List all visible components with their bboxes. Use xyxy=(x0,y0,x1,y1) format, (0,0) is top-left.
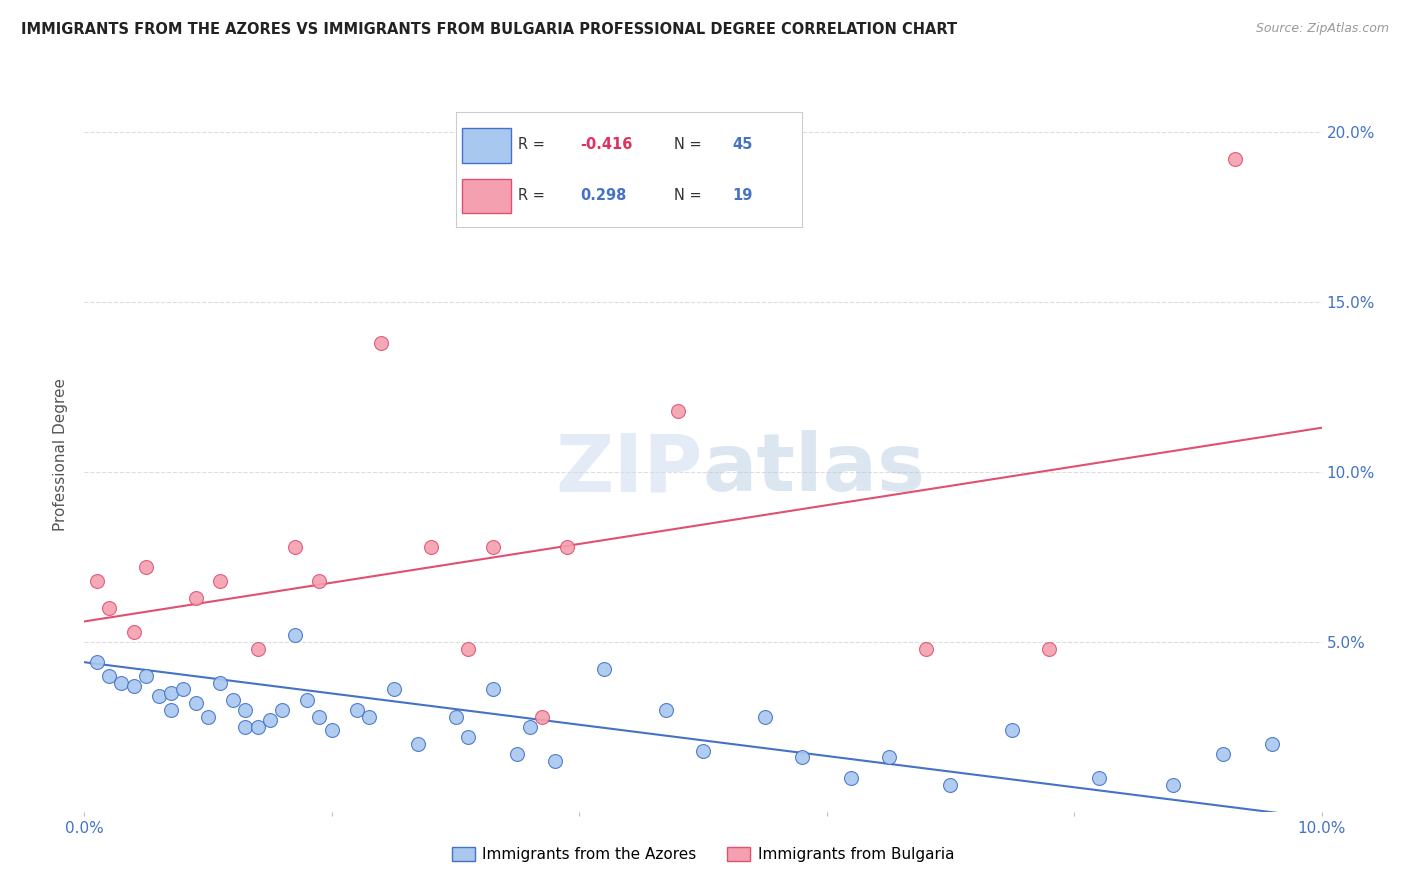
Point xyxy=(184,696,207,710)
Point xyxy=(284,628,307,642)
Point xyxy=(284,540,307,554)
Point xyxy=(655,703,678,717)
Point xyxy=(481,682,503,697)
Point xyxy=(444,709,467,723)
Text: IMMIGRANTS FROM THE AZORES VS IMMIGRANTS FROM BULGARIA PROFESSIONAL DEGREE CORRE: IMMIGRANTS FROM THE AZORES VS IMMIGRANTS… xyxy=(21,22,957,37)
Point xyxy=(543,754,565,768)
Point xyxy=(209,675,232,690)
Point xyxy=(790,750,813,764)
Point xyxy=(172,682,194,697)
Point xyxy=(259,713,281,727)
Point xyxy=(457,641,479,656)
Text: ZIP: ZIP xyxy=(555,430,703,508)
Point xyxy=(346,703,368,717)
Point xyxy=(122,624,145,639)
Point xyxy=(148,689,170,703)
Point xyxy=(233,703,256,717)
Point xyxy=(184,591,207,605)
Point xyxy=(593,662,616,676)
Point xyxy=(98,669,121,683)
Point xyxy=(160,686,183,700)
Point xyxy=(295,692,318,706)
Point xyxy=(408,737,430,751)
Point xyxy=(481,540,503,554)
Point xyxy=(308,709,330,723)
Point xyxy=(370,335,392,350)
Point xyxy=(841,771,863,785)
Point xyxy=(246,641,269,656)
Point xyxy=(419,540,441,554)
Point xyxy=(666,403,689,417)
Point xyxy=(519,720,541,734)
Point xyxy=(197,709,219,723)
Legend: Immigrants from the Azores, Immigrants from Bulgaria: Immigrants from the Azores, Immigrants f… xyxy=(446,841,960,868)
Point xyxy=(457,730,479,744)
Point xyxy=(135,669,157,683)
Point xyxy=(110,675,132,690)
Text: atlas: atlas xyxy=(703,430,927,508)
Point xyxy=(98,600,121,615)
Point xyxy=(382,682,405,697)
Point xyxy=(321,723,343,738)
Point xyxy=(160,703,183,717)
Point xyxy=(877,750,900,764)
Text: Source: ZipAtlas.com: Source: ZipAtlas.com xyxy=(1256,22,1389,36)
Point xyxy=(531,709,554,723)
Point xyxy=(506,747,529,761)
Point xyxy=(1212,747,1234,761)
Point xyxy=(1038,641,1060,656)
Point xyxy=(308,574,330,588)
Point xyxy=(939,778,962,792)
Point xyxy=(122,679,145,693)
Point xyxy=(1161,778,1184,792)
Point xyxy=(209,574,232,588)
Y-axis label: Professional Degree: Professional Degree xyxy=(53,378,69,532)
Point xyxy=(86,655,108,669)
Point xyxy=(233,720,256,734)
Point xyxy=(357,709,380,723)
Point xyxy=(914,641,936,656)
Point xyxy=(86,574,108,588)
Point xyxy=(222,692,245,706)
Point xyxy=(1001,723,1024,738)
Point xyxy=(555,540,578,554)
Point xyxy=(692,743,714,757)
Point xyxy=(1088,771,1111,785)
Point xyxy=(246,720,269,734)
Point xyxy=(754,709,776,723)
Point xyxy=(1261,737,1284,751)
Point xyxy=(271,703,294,717)
Point xyxy=(135,560,157,574)
Point xyxy=(1223,153,1246,167)
